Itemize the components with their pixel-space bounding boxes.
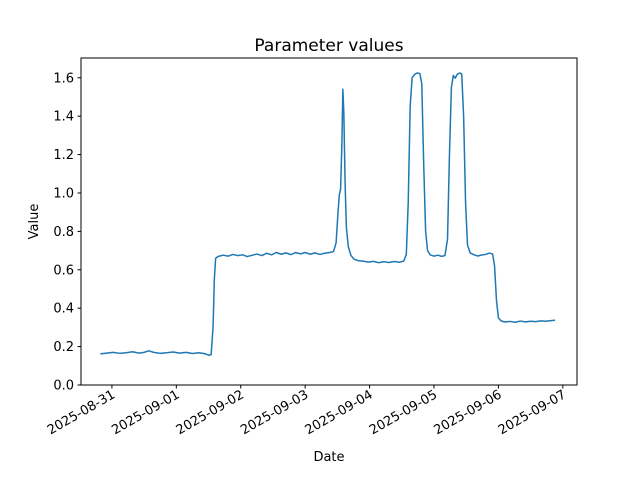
x-tick-label: 2025-09-06 [431,387,504,438]
y-axis-ticks: 0.0 0.2 0.4 0.6 0.8 1.0 1.2 1.4 1.6 [53,71,81,394]
x-tick-label: 2025-08-31 [45,387,118,438]
y-tick-label: 1.2 [53,148,74,163]
x-tick-label: 2025-09-02 [174,387,247,438]
y-tick-label: 1.4 [53,110,74,125]
chart-title: Parameter values [254,36,403,56]
plot-border [80,57,578,386]
x-tick-label: 2025-09-07 [496,387,569,438]
y-tick-label: 0.2 [53,340,74,355]
y-tick-label: 0.4 [53,302,74,317]
x-axis-ticks: 2025-08-312025-09-012025-09-022025-09-03… [45,385,569,438]
y-tick-label: 1.6 [53,71,74,86]
y-tick-label: 0.0 [53,379,74,394]
x-tick-label: 2025-09-03 [238,387,311,438]
x-tick-label: 2025-09-04 [303,387,376,438]
x-tick-label: 2025-09-05 [367,387,440,438]
series-line [100,72,556,356]
y-tick-label: 0.6 [53,263,74,278]
x-tick-label: 2025-09-01 [109,387,182,438]
x-axis-label: Date [313,450,344,465]
y-tick-label: 1.0 [53,186,74,201]
y-tick-label: 0.8 [53,225,74,240]
y-axis-label: Value [27,204,42,240]
